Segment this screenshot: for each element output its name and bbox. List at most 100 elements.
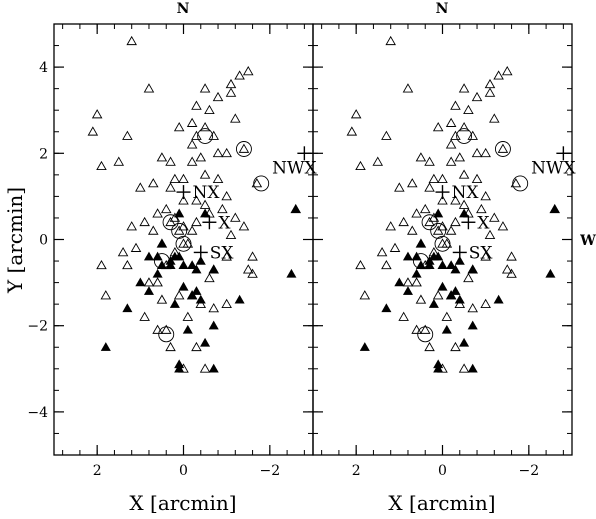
filled-triangle-point bbox=[459, 337, 470, 347]
open-triangle-point bbox=[506, 268, 517, 278]
open-triangle-point bbox=[428, 173, 440, 183]
open-triangle-point bbox=[506, 251, 517, 261]
open-triangle-point bbox=[394, 182, 405, 192]
open-triangle-point bbox=[398, 216, 409, 227]
open-triangle-point bbox=[402, 83, 414, 93]
open-triangle-point bbox=[230, 113, 241, 123]
filled-triangle-point bbox=[415, 238, 426, 248]
filled-triangle-point bbox=[174, 363, 185, 373]
open-triangle-point bbox=[165, 182, 176, 192]
open-triangle-point bbox=[169, 212, 181, 222]
filled-triangle-point bbox=[187, 260, 198, 270]
x-tick-label: 0 bbox=[438, 463, 447, 479]
open-triangle-point bbox=[501, 66, 513, 76]
open-triangle-point bbox=[152, 324, 163, 334]
filled-triangle-point bbox=[286, 268, 297, 278]
open-triangle-point bbox=[437, 195, 448, 205]
open-triangle-point bbox=[355, 259, 366, 270]
open-triangle-point bbox=[458, 122, 470, 132]
open-triangle-point bbox=[389, 242, 401, 252]
source-circle bbox=[421, 214, 438, 231]
open-triangle-point bbox=[122, 130, 133, 140]
open-triangle-point bbox=[441, 311, 453, 321]
open-triangle-point bbox=[458, 199, 470, 209]
open-triangle-point bbox=[204, 104, 215, 115]
open-triangle-point bbox=[450, 195, 461, 205]
open-triangle-point bbox=[437, 173, 448, 183]
filled-triangle-point bbox=[467, 363, 478, 373]
open-triangle-point bbox=[476, 203, 487, 214]
open-triangle-point bbox=[454, 152, 466, 162]
x-axis-label-left: X [arcmin] bbox=[129, 491, 236, 515]
open-triangle-point bbox=[480, 147, 491, 158]
filled-triangle-point bbox=[428, 299, 439, 308]
source-circle bbox=[158, 326, 175, 343]
open-triangle-point bbox=[113, 156, 125, 166]
open-triangle-point bbox=[212, 173, 224, 183]
open-triangle-point bbox=[191, 130, 202, 140]
source-circle bbox=[417, 326, 434, 343]
open-triangle-point bbox=[480, 251, 491, 261]
y-tick-label: 2 bbox=[39, 146, 48, 162]
open-triangle-point bbox=[385, 221, 396, 231]
open-triangle-point bbox=[238, 143, 250, 153]
west-label: W bbox=[579, 233, 596, 249]
open-triangle-point bbox=[424, 182, 435, 192]
open-triangle-point bbox=[225, 87, 237, 97]
open-triangle-point bbox=[484, 87, 496, 97]
open-triangle-point bbox=[178, 221, 189, 231]
source-circle bbox=[430, 222, 447, 239]
open-triangle-point bbox=[148, 225, 159, 235]
source-label-x: X bbox=[218, 213, 231, 233]
filled-triangle-point bbox=[450, 286, 461, 295]
open-triangle-point bbox=[208, 303, 219, 313]
open-triangle-point bbox=[182, 238, 194, 248]
open-triangle-point bbox=[450, 100, 461, 110]
source-label-nx: NX bbox=[193, 183, 221, 203]
filled-triangle-point bbox=[143, 286, 154, 295]
open-triangle-point bbox=[415, 152, 427, 162]
open-triangle-point bbox=[130, 242, 142, 252]
open-triangle-point bbox=[225, 229, 237, 240]
open-triangle-point bbox=[350, 109, 362, 119]
open-triangle-point bbox=[480, 190, 491, 201]
filled-triangle-point bbox=[152, 268, 163, 278]
filled-triangle-point bbox=[450, 264, 461, 274]
open-triangle-point bbox=[407, 178, 418, 188]
open-triangle-point bbox=[191, 100, 202, 110]
filled-triangle-point bbox=[187, 290, 198, 300]
filled-triangle-point bbox=[208, 264, 219, 274]
open-triangle-point bbox=[117, 247, 129, 257]
open-triangle-point bbox=[467, 130, 478, 140]
open-triangle-point bbox=[135, 182, 146, 192]
source-label-sx: SX bbox=[210, 243, 235, 263]
filled-triangle-point bbox=[446, 260, 457, 270]
open-triangle-point bbox=[186, 156, 198, 166]
open-triangle-point bbox=[126, 221, 137, 231]
open-triangle-point bbox=[186, 117, 198, 127]
open-triangle-point bbox=[242, 66, 254, 76]
y-tick-label: −2 bbox=[27, 319, 48, 335]
source-circle bbox=[412, 253, 429, 269]
open-triangle-point bbox=[178, 173, 189, 183]
open-triangle-point bbox=[424, 156, 435, 166]
open-triangle-point bbox=[445, 139, 457, 149]
open-triangle-point bbox=[96, 160, 107, 171]
open-triangle-point bbox=[346, 126, 358, 136]
open-triangle-point bbox=[415, 294, 427, 304]
open-triangle-point bbox=[139, 311, 150, 321]
source-circle bbox=[162, 214, 179, 231]
open-triangle-point bbox=[160, 203, 172, 214]
open-triangle-point bbox=[221, 298, 232, 308]
left-panel: 2 0 −2 −4 −2 0 2 4 NX X SX NWX bbox=[27, 23, 317, 479]
open-triangle-point bbox=[195, 298, 207, 308]
open-triangle-point bbox=[221, 190, 232, 201]
open-triangle-point bbox=[432, 225, 444, 235]
open-triangle-point bbox=[497, 143, 509, 153]
open-triangle-point bbox=[432, 290, 444, 300]
source-label-nx: NX bbox=[452, 183, 480, 203]
open-triangle-point bbox=[407, 225, 418, 235]
open-triangle-point bbox=[221, 251, 232, 261]
open-triangle-point bbox=[199, 199, 211, 209]
open-triangle-point bbox=[191, 216, 202, 227]
